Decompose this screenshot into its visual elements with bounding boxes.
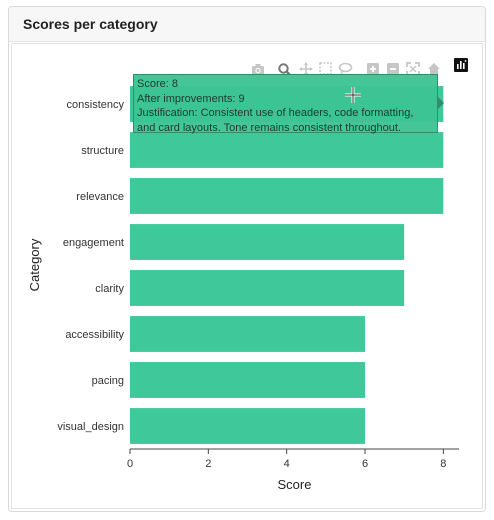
y-axis-title: Category bbox=[27, 238, 42, 291]
zoom-in-icon[interactable] bbox=[367, 63, 379, 75]
chart-panel-title: Scores per category bbox=[23, 16, 158, 32]
tooltip-justification: Justification: Consistent use of headers… bbox=[137, 107, 414, 134]
modebar bbox=[252, 58, 468, 76]
bar-engagement[interactable] bbox=[130, 224, 405, 260]
x-tick-label: 0 bbox=[127, 458, 133, 470]
y-tick-label: visual_design bbox=[57, 421, 124, 433]
card-header: Scores per category bbox=[9, 7, 485, 42]
bar-clarity[interactable] bbox=[130, 270, 405, 306]
bar-structure[interactable] bbox=[130, 132, 444, 168]
y-tick-label: clarity bbox=[95, 283, 124, 295]
x-axis: 0 2 4 6 8 bbox=[127, 448, 459, 470]
bar-pacing[interactable] bbox=[130, 362, 365, 398]
x-tick-label: 4 bbox=[284, 458, 290, 470]
y-tick-label: relevance bbox=[76, 191, 124, 203]
plot-container bbox=[11, 43, 483, 509]
y-tick-label: pacing bbox=[92, 375, 124, 387]
tooltip-arrow bbox=[438, 97, 444, 109]
plotly-logo-icon[interactable] bbox=[454, 58, 468, 72]
y-tick-label: consistency bbox=[67, 99, 125, 111]
home-icon[interactable] bbox=[428, 63, 440, 75]
bar-visual_design[interactable] bbox=[130, 408, 365, 444]
autoscale-icon[interactable] bbox=[406, 62, 420, 76]
x-tick-label: 6 bbox=[362, 458, 368, 470]
zoom-out-icon[interactable] bbox=[387, 63, 399, 75]
y-tick-label: engagement bbox=[63, 237, 124, 249]
box-select-icon[interactable] bbox=[319, 62, 332, 75]
x-axis-title: Score bbox=[278, 477, 312, 492]
tooltip-after-improvements: After improvements: 9 bbox=[137, 92, 245, 105]
y-tick-label: structure bbox=[81, 145, 124, 157]
bar-relevance[interactable] bbox=[130, 178, 444, 214]
bar-accessibility[interactable] bbox=[130, 316, 365, 352]
x-tick-label: 2 bbox=[205, 458, 211, 470]
tooltip-score: Score: 8 bbox=[137, 78, 178, 90]
crosshair-cursor-icon bbox=[345, 87, 361, 103]
y-tick-labels: consistency structure relevance engagement c… bbox=[57, 99, 124, 433]
bars-group bbox=[130, 86, 444, 444]
hover-tooltip: Score: 8 After improvements: 9 Justifica… bbox=[133, 74, 438, 134]
camera-icon[interactable] bbox=[252, 64, 264, 75]
x-tick-label: 8 bbox=[440, 458, 446, 470]
y-tick-label: accessibility bbox=[65, 329, 124, 341]
